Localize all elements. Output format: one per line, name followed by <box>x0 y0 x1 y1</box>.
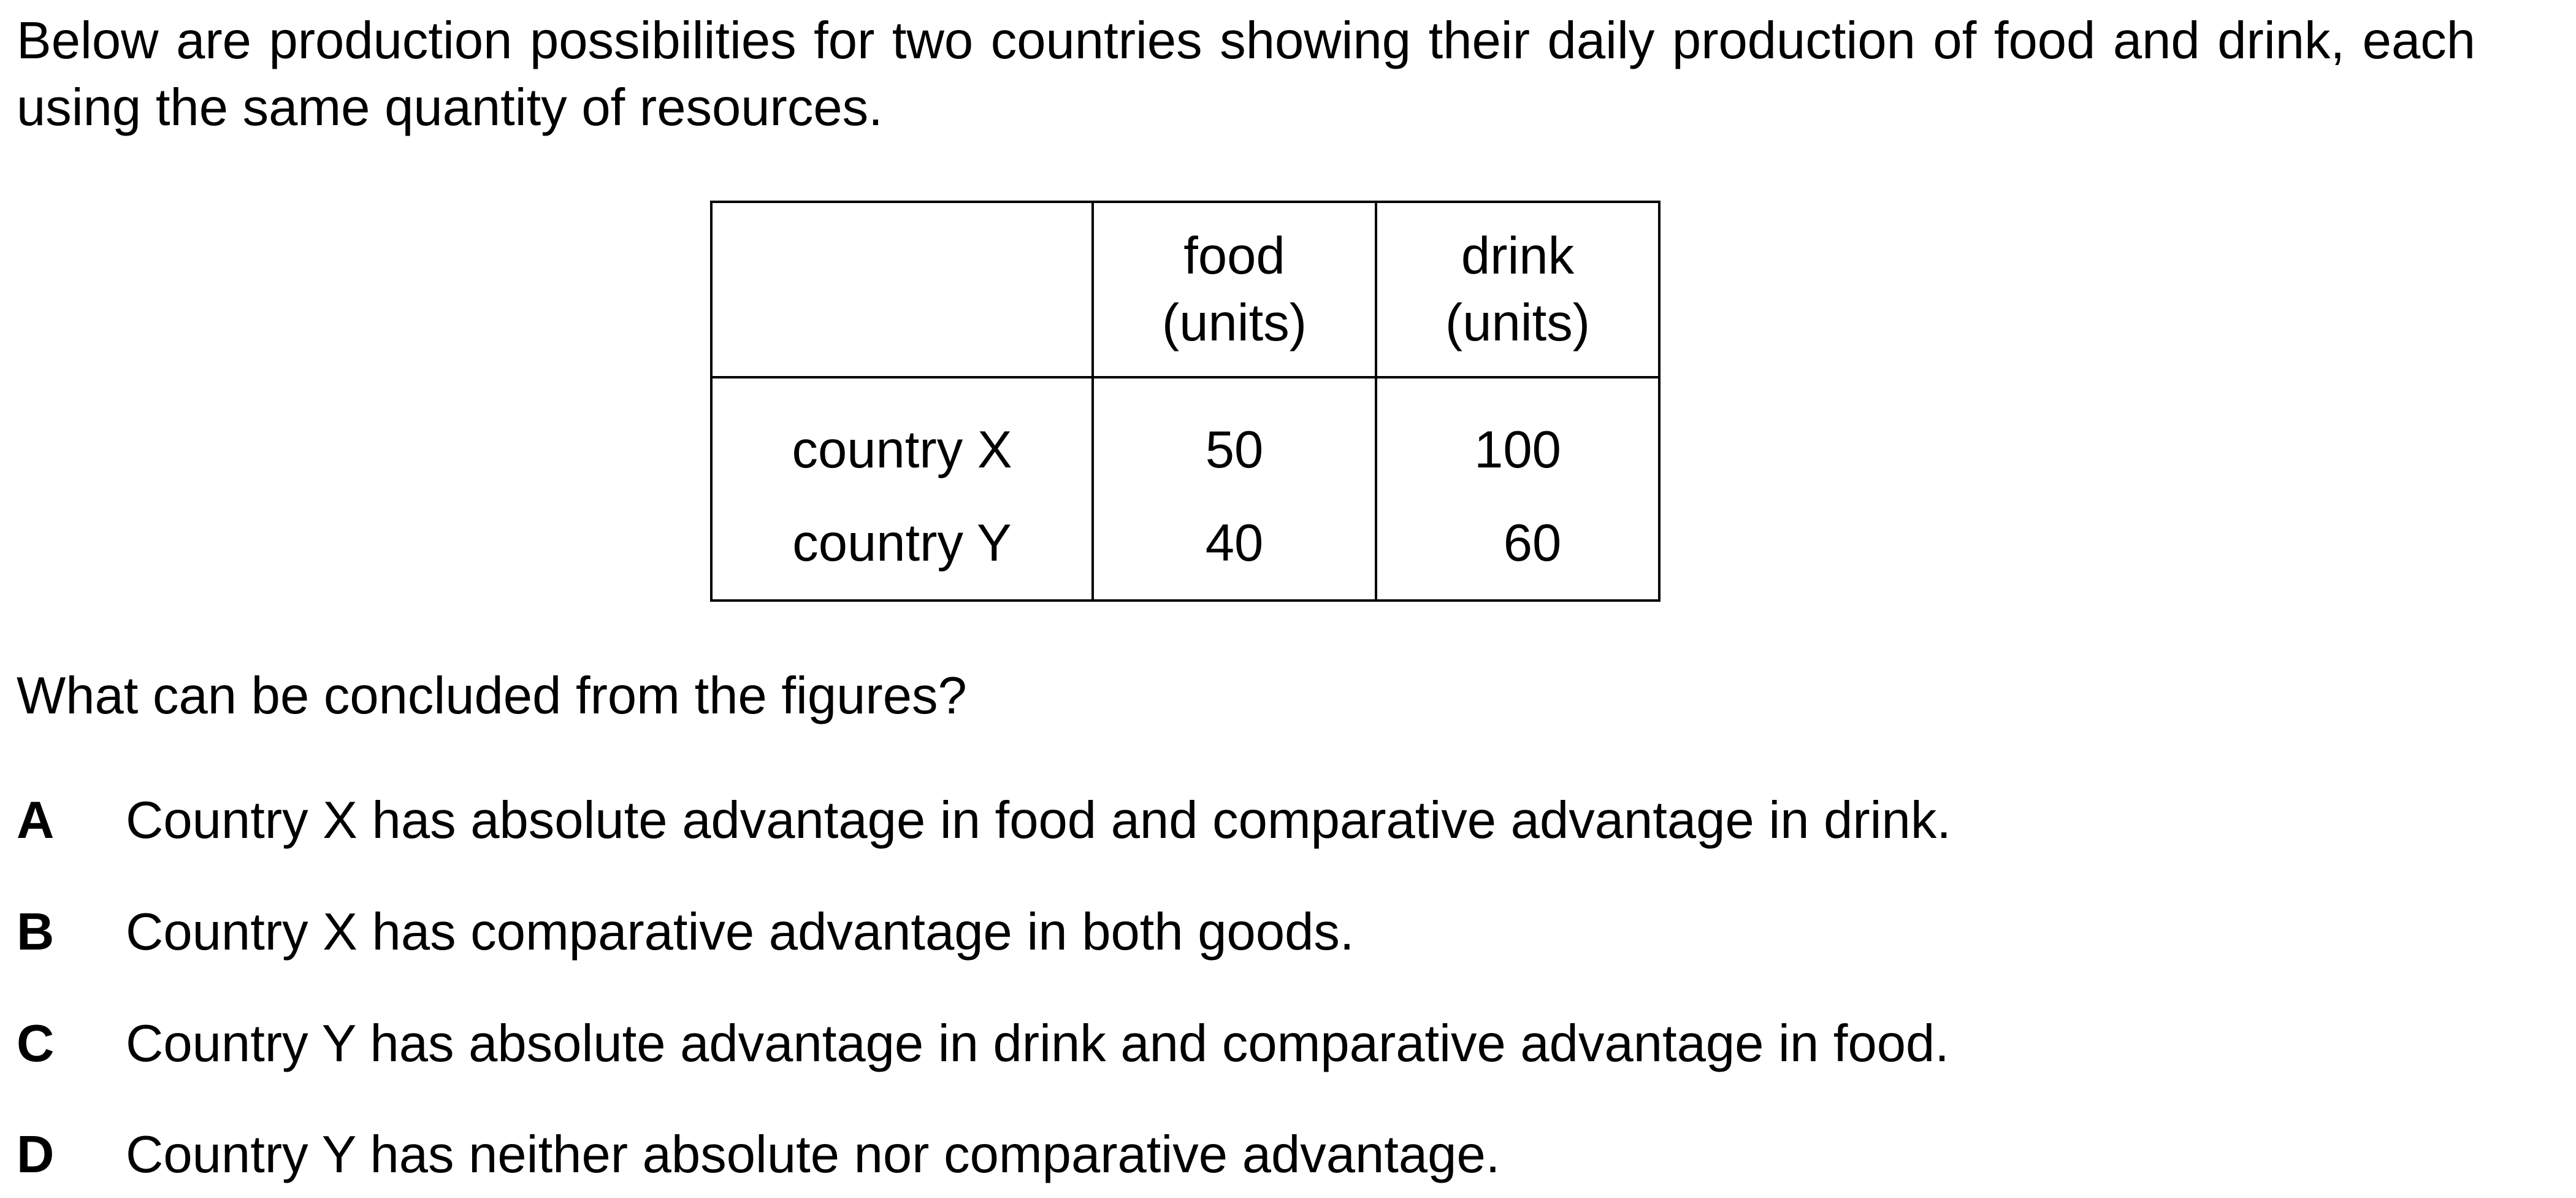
row-label-country-x: country X <box>710 377 1094 510</box>
cell-country-x-drink: 100 <box>1375 377 1661 510</box>
intro-text: Below are production possibilities for t… <box>17 12 2475 137</box>
option-d-text: Country Y has neither absolute nor compa… <box>126 1126 1500 1184</box>
option-b-text: Country X has comparative advantage in b… <box>126 903 1355 961</box>
table-header-drink: drink (units) <box>1375 201 1661 378</box>
row-label-country-y: country Y <box>710 510 1094 602</box>
option-a-text: Country X has absolute advantage in food… <box>126 791 1951 850</box>
production-table: food (units) drink (units) country X 50 … <box>710 201 1661 602</box>
option-c-letter: C <box>17 1015 55 1073</box>
cell-country-y-drink: 60 <box>1375 510 1661 602</box>
table-header-empty <box>710 201 1094 378</box>
table-header-drink-unit: (units) <box>1445 294 1591 352</box>
option-b-letter: B <box>17 903 55 961</box>
option-a-letter: A <box>17 791 55 850</box>
table-header-food: food (units) <box>1091 201 1377 378</box>
cell-country-y-food: 40 <box>1091 510 1377 602</box>
table-header-food-name: food <box>1183 227 1285 285</box>
cell-country-x-food: 50 <box>1091 377 1377 510</box>
table-header-drink-name: drink <box>1461 227 1575 285</box>
table-header-food-unit: (units) <box>1161 294 1307 352</box>
option-c-text: Country Y has absolute advantage in drin… <box>126 1015 1949 1073</box>
table-header-row: food (units) drink (units) <box>710 201 1661 378</box>
table-row: country Y 40 60 <box>710 510 1661 602</box>
table-row: country X 50 100 <box>710 377 1661 510</box>
cell-country-y-drink-value: 60 <box>1503 514 1562 572</box>
option-d-letter: D <box>17 1126 55 1184</box>
question-text: What can be concluded from the figures? <box>17 667 967 725</box>
